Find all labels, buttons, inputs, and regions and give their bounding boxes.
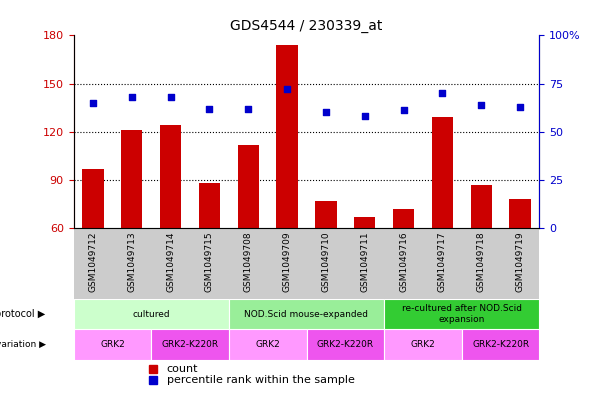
Bar	[471, 185, 492, 228]
Text: GRK2-K220R: GRK2-K220R	[317, 340, 374, 349]
Point	[321, 109, 331, 116]
Bar	[315, 201, 337, 228]
Text: GSM1049709: GSM1049709	[283, 231, 292, 292]
Text: cultured: cultured	[132, 310, 170, 319]
Text: GSM1049715: GSM1049715	[205, 231, 214, 292]
Text: GRK2: GRK2	[255, 340, 280, 349]
Text: percentile rank within the sample: percentile rank within the sample	[167, 375, 354, 385]
Point	[243, 105, 253, 112]
Point	[127, 94, 137, 100]
Bar	[229, 299, 384, 329]
Text: GRK2: GRK2	[411, 340, 435, 349]
Text: GSM1049716: GSM1049716	[399, 231, 408, 292]
Text: GSM1049711: GSM1049711	[360, 231, 369, 292]
Text: protocol ▶: protocol ▶	[0, 309, 45, 319]
Point	[205, 105, 215, 112]
Point	[282, 86, 292, 92]
Point	[515, 103, 525, 110]
Bar	[432, 117, 453, 228]
Text: GSM1049710: GSM1049710	[321, 231, 330, 292]
Text: GSM1049708: GSM1049708	[244, 231, 253, 292]
Bar	[462, 329, 539, 360]
Text: GSM1049713: GSM1049713	[128, 231, 136, 292]
Text: NOD.Scid mouse-expanded: NOD.Scid mouse-expanded	[245, 310, 368, 319]
Bar	[199, 183, 220, 228]
Bar	[238, 145, 259, 228]
Bar	[82, 169, 104, 228]
Bar	[384, 329, 462, 360]
Text: genotype/variation ▶: genotype/variation ▶	[0, 340, 45, 349]
Bar	[74, 299, 229, 329]
Point	[88, 100, 98, 106]
Text: re-cultured after NOD.Scid
expansion: re-cultured after NOD.Scid expansion	[402, 305, 522, 324]
Bar	[384, 299, 539, 329]
Point	[360, 113, 370, 119]
Point	[476, 101, 486, 108]
Text: GRK2: GRK2	[100, 340, 125, 349]
Text: GRK2-K220R: GRK2-K220R	[472, 340, 529, 349]
Bar	[393, 209, 414, 228]
Bar	[74, 329, 151, 360]
Text: GRK2-K220R: GRK2-K220R	[161, 340, 219, 349]
Text: GSM1049719: GSM1049719	[516, 231, 525, 292]
Bar	[354, 217, 375, 228]
Bar	[160, 125, 181, 228]
Bar	[509, 199, 531, 228]
Text: count: count	[167, 364, 198, 374]
Bar	[276, 45, 298, 228]
Point	[438, 90, 447, 96]
Text: GSM1049717: GSM1049717	[438, 231, 447, 292]
Point	[166, 94, 175, 100]
Bar	[151, 329, 229, 360]
Point	[398, 107, 408, 114]
Text: GSM1049714: GSM1049714	[166, 231, 175, 292]
Text: GSM1049718: GSM1049718	[477, 231, 485, 292]
Title: GDS4544 / 230339_at: GDS4544 / 230339_at	[230, 19, 383, 33]
Bar	[306, 329, 384, 360]
Text: GSM1049712: GSM1049712	[88, 231, 97, 292]
Bar	[229, 329, 306, 360]
Bar	[121, 130, 142, 228]
